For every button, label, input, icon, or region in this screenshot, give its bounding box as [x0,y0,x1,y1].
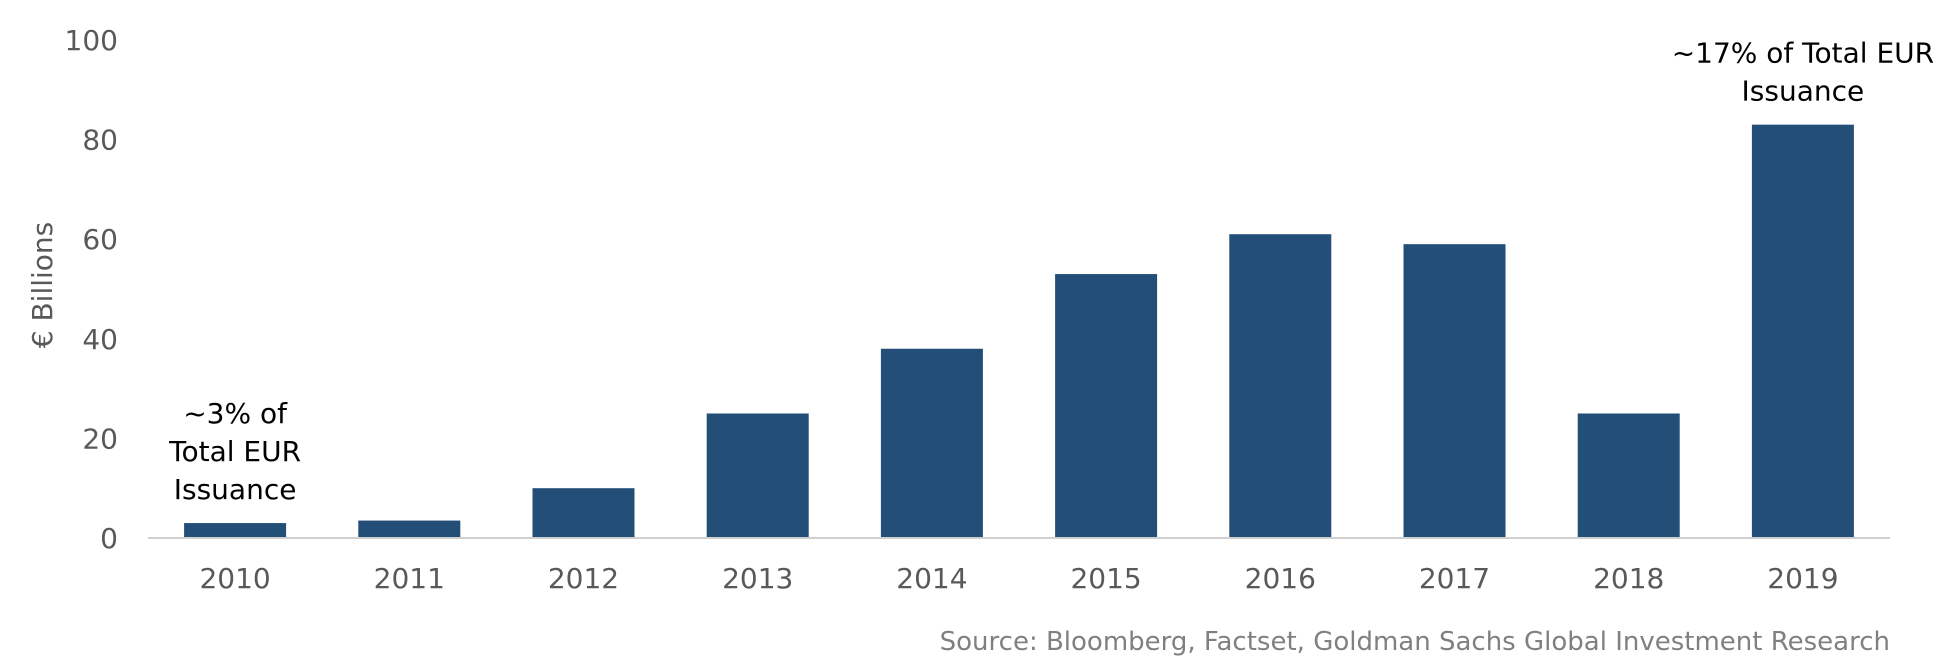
bar [1751,124,1854,538]
x-tick-label: 2018 [1593,562,1664,595]
y-tick-label: 80 [82,124,118,157]
bar [358,520,461,538]
annotations: ~3% of Total EUR Issuance ~17% of Total EUR… [168,37,1934,506]
y-tick-label: 40 [82,323,118,356]
bar [1577,413,1680,538]
bar [1403,244,1506,538]
bar [184,523,287,538]
y-axis-label: € Billions [26,222,59,349]
x-tick-label: 2016 [1245,562,1316,595]
bar [1055,274,1158,538]
x-tick-label: 2019 [1767,562,1838,595]
x-axis-ticks: 2010 2011 2012 2013 2014 2015 2016 2017 2018 2019 [199,562,1838,595]
y-tick-label: 20 [82,422,118,455]
x-tick-label: 2015 [1070,562,1141,595]
y-tick-label: 60 [82,223,118,256]
x-tick-label: 2017 [1419,562,1490,595]
annotation-line: ~3% of [183,397,288,430]
x-tick-label: 2011 [374,562,445,595]
y-axis-ticks: 0 20 40 60 80 100 [65,24,118,555]
annotation-line: Total EUR [168,435,301,468]
bar [706,413,809,538]
x-tick-label: 2013 [722,562,793,595]
bars [184,124,1854,538]
x-tick-label: 2010 [199,562,270,595]
annotation-line: Issuance [174,473,297,506]
bar [880,348,983,538]
x-tick-label: 2012 [548,562,619,595]
annotation-line: ~17% of Total EUR [1672,37,1934,70]
bar [1229,234,1332,538]
y-tick-label: 100 [65,24,118,57]
source-note: Source: Bloomberg, Factset, Goldman Sach… [940,627,1890,657]
y-tick-label: 0 [100,522,118,555]
annotation-line: Issuance [1742,75,1865,108]
x-tick-label: 2014 [896,562,967,595]
bar [532,488,635,538]
